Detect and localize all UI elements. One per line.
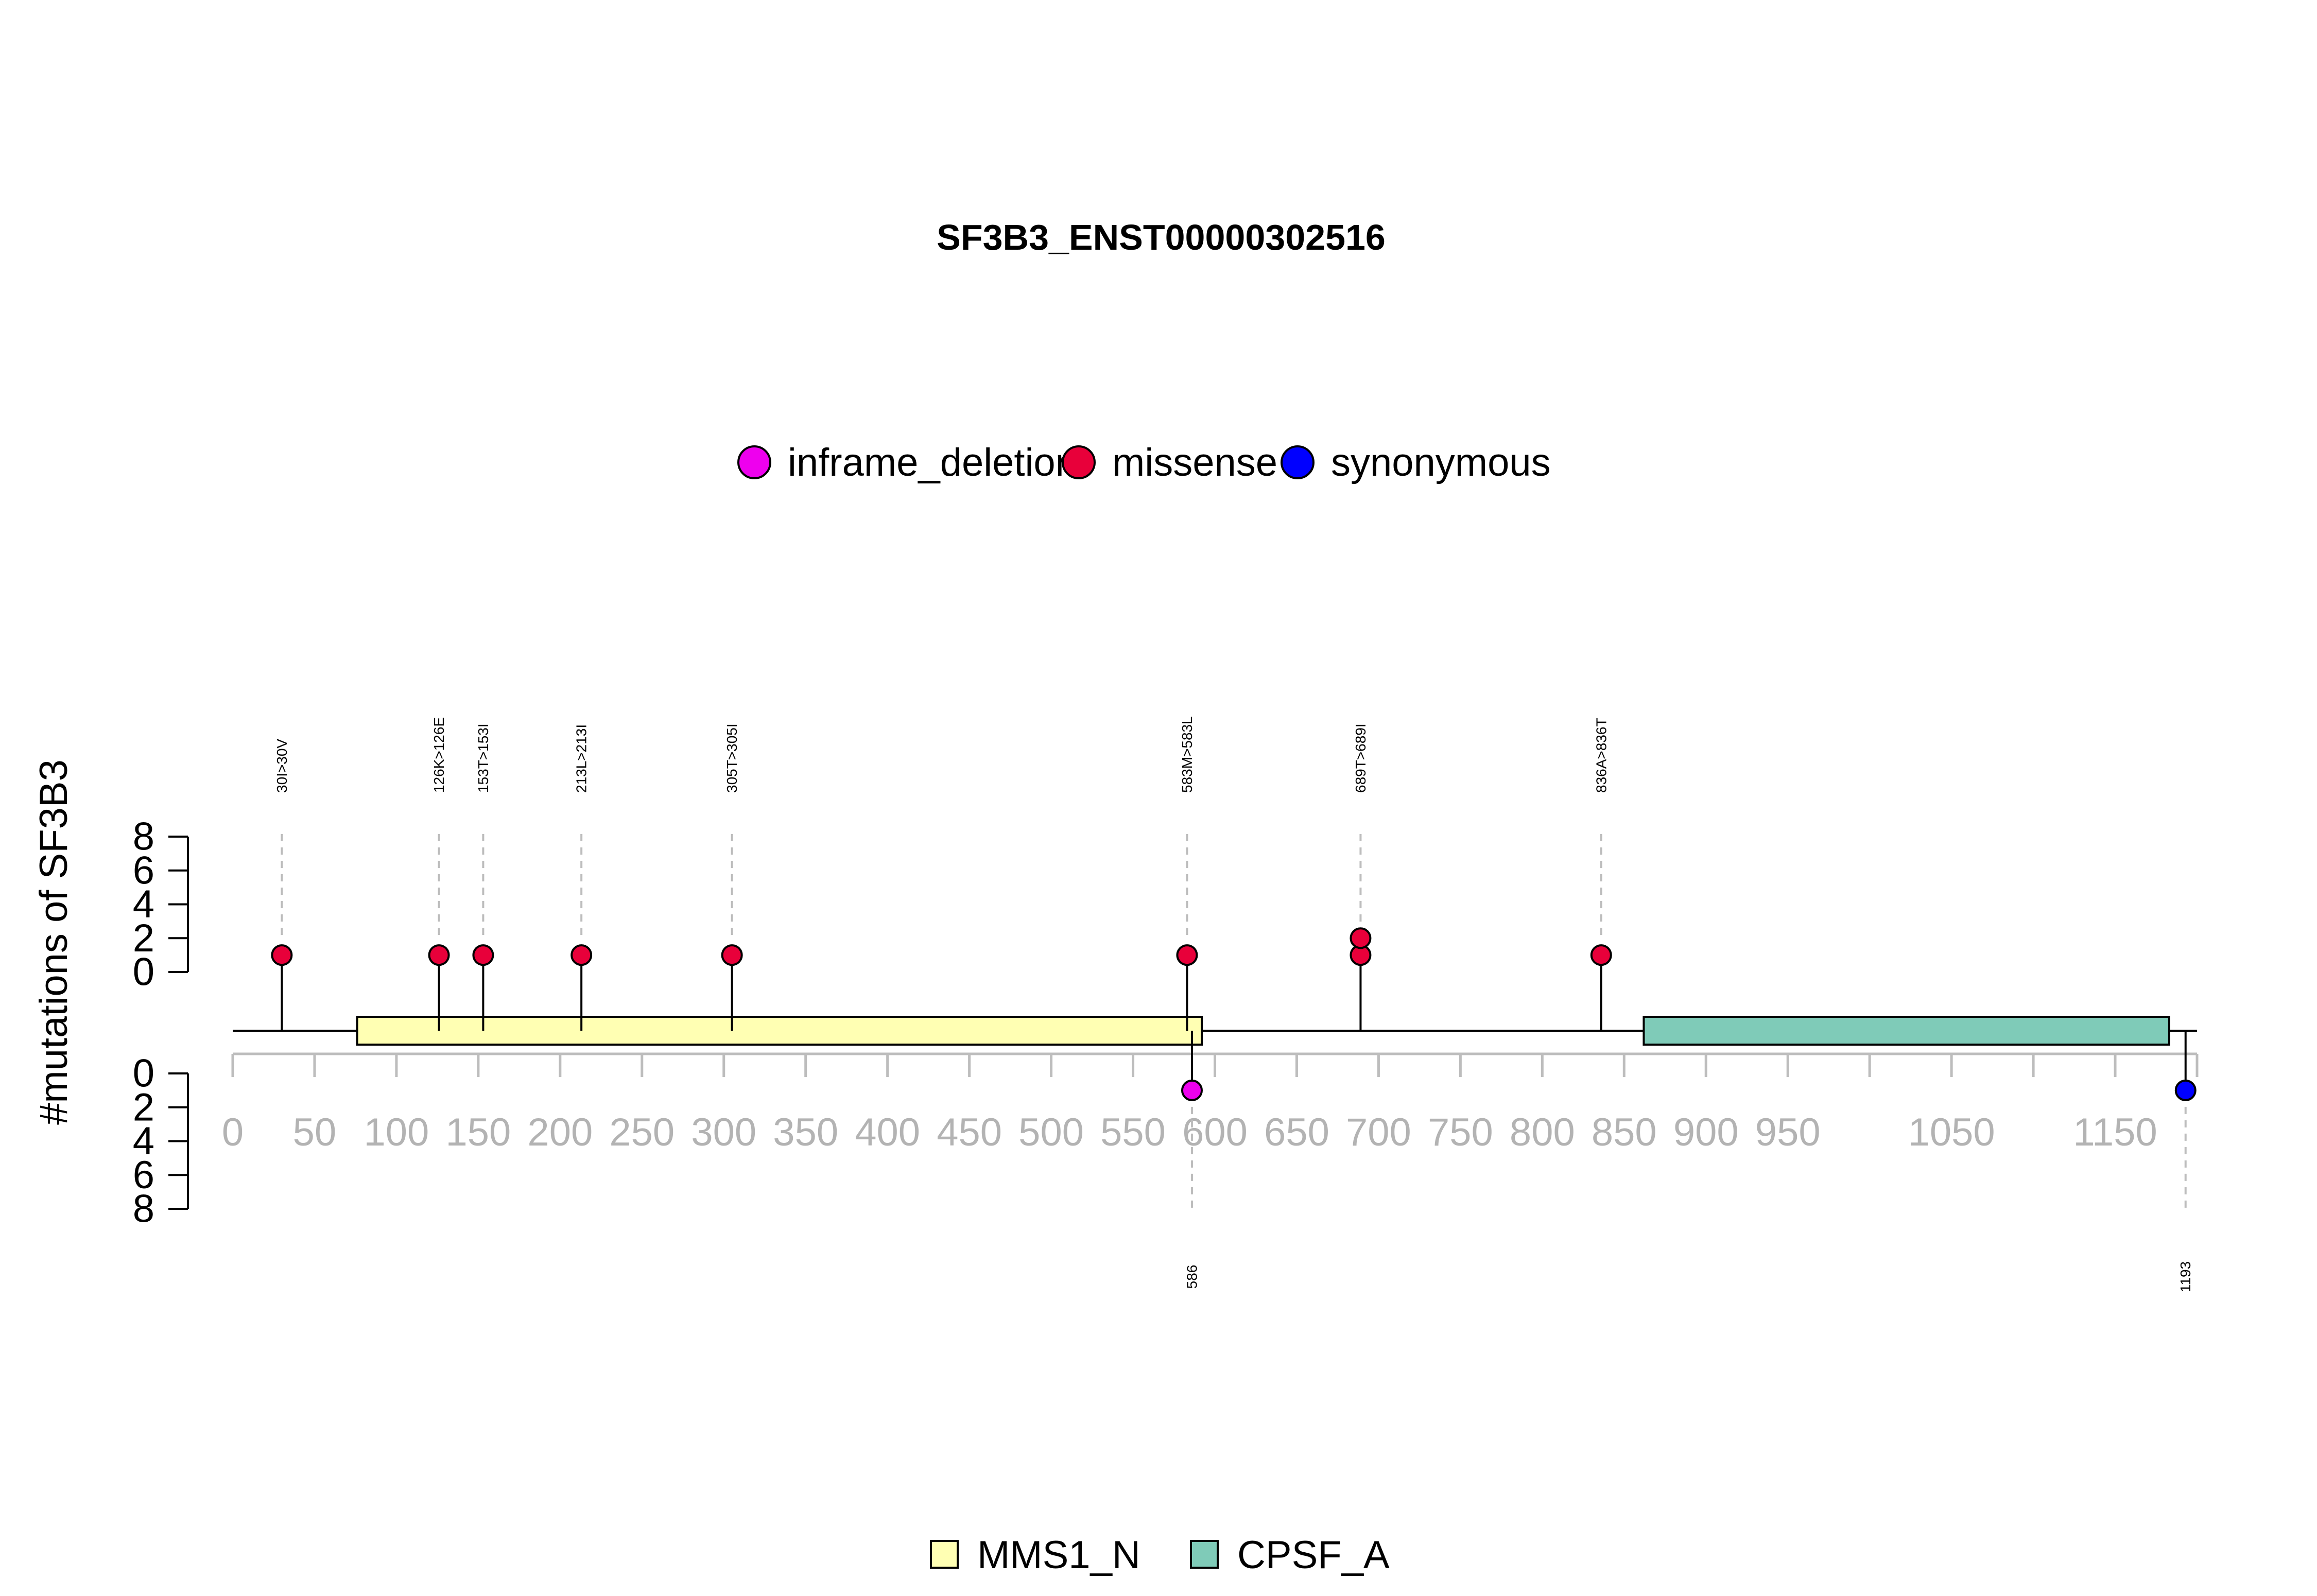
mutation-point [1176,944,1198,966]
mutation-point [1350,927,1372,949]
x-axis-tick-label: 950 [1755,1111,1821,1154]
x-axis-tick-label: 600 [1182,1111,1248,1154]
legend-marker-inframe-deletion [737,445,771,479]
y-axis-upper-tick-label: 0 [133,950,154,994]
x-axis-tick-label: 150 [445,1111,511,1154]
mutation-point [2174,1079,2197,1101]
legend-label-cpsf-a: CPSF_A [1237,1533,1390,1577]
legend-swatch-mms1-n [930,1540,959,1569]
y-axis-lower-tick-label: 8 [133,1187,154,1231]
x-axis-tick-label: 650 [1264,1111,1329,1154]
mutation-point [1590,944,1612,966]
legend-label-missense: missense [1112,441,1277,484]
legend-label-inframe-deletion: inframe_deletion [788,441,1077,484]
x-axis-tick-label: 900 [1673,1111,1739,1154]
lower-mutations: 586 1193 [1181,1031,2197,1292]
mutation-label: 213L>213I [574,724,590,793]
y-axis-upper-tick-label: 2 [133,916,154,960]
legend-swatch-cpsf-a [1190,1540,1219,1569]
x-axis: 0 50 100 150 200 250 300 350 400 450 500 550 600 650 7… [222,1052,2199,1154]
legend-label-synonymous: synonymous [1331,441,1551,484]
x-axis-tick-label: 1050 [1908,1111,1995,1154]
x-axis-tick-label: 0 [222,1111,244,1154]
y-axis-lower-tick-label: 0 [133,1052,154,1096]
y-axis-lower-tick-label: 4 [133,1119,154,1163]
x-axis-tick-label: 250 [609,1111,675,1154]
x-axis-tick-label: 200 [527,1111,593,1154]
x-axis-tick-label: 550 [1100,1111,1166,1154]
legend-label-mms1-n: MMS1_N [977,1533,1140,1577]
mutation-label: 126K>126E [431,717,447,793]
x-axis-tick-label: 400 [855,1111,920,1154]
y-axis-lower-tick-label: 6 [133,1153,154,1197]
y-axis-upper-tick-label: 6 [133,848,154,892]
mutation-point [428,944,450,966]
mutation-label: 305T>305I [724,723,740,793]
y-axis-upper-tick-label: 8 [133,815,154,859]
y-axis-label: #mutations of SF3B3 [32,759,76,1125]
x-axis-tick-label: 100 [364,1111,429,1154]
mutation-label: 586 [1184,1265,1200,1289]
domain-legend: MMS1_N CPSF_A [930,1533,1390,1577]
chart-title: SF3B3_ENST00000302516 [937,217,1386,257]
x-axis-tick-label: 300 [691,1111,756,1154]
upper-mutations: 30I>30V 126K>126E 153T>153I 213L>213I 305T>3… [271,716,1612,1031]
mutation-label: 30I>30V [274,739,290,793]
domain-cpsf-a [1642,1016,2170,1046]
y-axis-lower-tick-label: 2 [133,1085,154,1129]
legend-marker-missense [1062,445,1096,479]
mutation-label: 1193 [2177,1261,2193,1292]
mutation-point [472,944,494,966]
y-axis-upper-tick-label: 4 [133,882,154,926]
x-axis-tick-label: 450 [937,1111,1002,1154]
x-axis-tick-label: 350 [773,1111,838,1154]
mutation-point [721,944,743,966]
protein-domains [356,1016,2170,1046]
mutation-label: 583M>583L [1179,716,1195,793]
x-axis-tick-label: 800 [1510,1111,1575,1154]
mutation-label: 153T>153I [475,723,491,793]
x-axis-tick-label: 750 [1428,1111,1493,1154]
mutation-label: 836A>836T [1593,718,1609,793]
x-axis-tick-label: 700 [1346,1111,1411,1154]
mutation-legend: inframe_deletion missense synonymous [737,441,1551,484]
mutation-label: 689T>689I [1353,723,1369,793]
domain-mms1-n [356,1016,1203,1046]
x-axis-tick-label: 850 [1592,1111,1657,1154]
legend-marker-synonymous [1281,445,1315,479]
mutation-point [271,944,293,966]
mutation-point [1181,1079,1203,1101]
x-axis-tick-label: 1150 [2073,1111,2157,1154]
x-axis-tick-label: 50 [293,1111,337,1154]
mutation-point [570,944,593,966]
x-axis-tick-label: 500 [1018,1111,1084,1154]
